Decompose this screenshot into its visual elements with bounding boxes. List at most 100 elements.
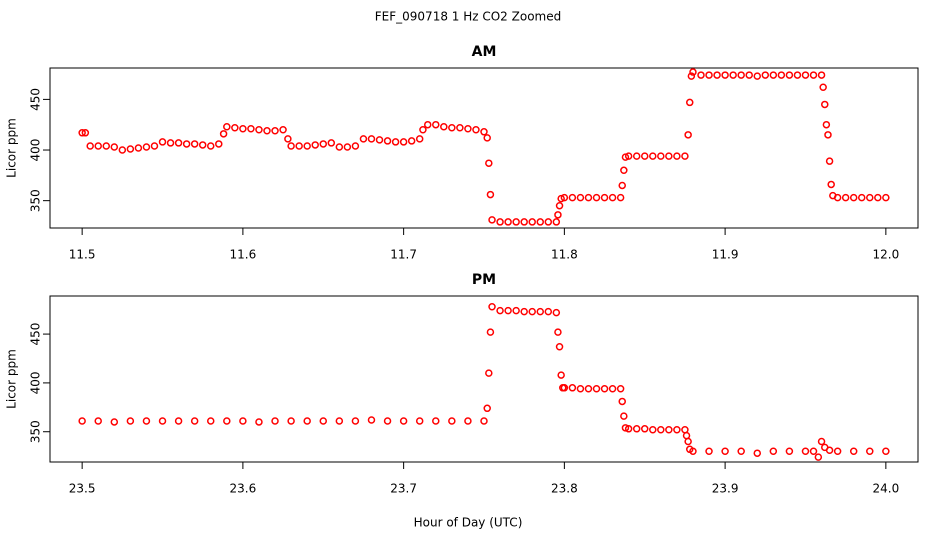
data-point: [158, 138, 167, 146]
data-point: [383, 417, 392, 425]
y-tick-label: 450: [29, 88, 43, 111]
data-point: [359, 135, 368, 143]
data-point: [512, 306, 520, 315]
data-point: [520, 307, 528, 316]
data-point: [833, 447, 842, 456]
data-point: [632, 152, 641, 160]
data-point: [456, 123, 464, 132]
y-tick-label: 350: [29, 189, 43, 212]
data-point: [182, 140, 191, 148]
data-point: [769, 71, 778, 79]
data-point: [485, 369, 493, 377]
data-point: [827, 180, 835, 189]
data-point: [621, 153, 630, 161]
data-point: [110, 143, 119, 151]
data-point: [496, 218, 504, 226]
data-point: [486, 190, 495, 199]
data-point: [415, 135, 424, 143]
data-point: [351, 142, 360, 150]
data-point: [448, 123, 456, 132]
y-tick-label: 350: [29, 420, 43, 443]
data-point: [817, 71, 826, 79]
data-point: [150, 142, 159, 150]
data-point: [557, 371, 565, 379]
data-point: [761, 71, 770, 79]
data-point: [665, 426, 673, 434]
data-point: [600, 385, 609, 393]
data-point: [255, 126, 263, 134]
data-point: [554, 211, 562, 219]
x-axis-label: Hour of Day (UTC): [414, 516, 523, 530]
y-tick-label: 400: [29, 371, 43, 394]
data-point: [118, 146, 127, 154]
data-point: [817, 437, 826, 446]
data-point: [819, 83, 827, 91]
data-point: [657, 426, 665, 434]
data-point: [78, 129, 86, 137]
data-point: [673, 152, 681, 160]
data-point: [223, 122, 231, 131]
data-point: [166, 139, 175, 147]
data-point: [608, 385, 617, 393]
data-point: [557, 194, 565, 203]
data-point: [480, 128, 488, 136]
data-point: [528, 218, 536, 226]
data-point: [464, 417, 472, 425]
data-point: [721, 447, 729, 456]
data-point: [618, 397, 626, 406]
data-point: [552, 308, 561, 317]
data-point: [620, 166, 628, 175]
y-axis-label: Licor ppm: [5, 349, 19, 409]
data-point: [391, 138, 400, 146]
data-point: [86, 142, 94, 150]
data-point: [158, 417, 167, 425]
data-point: [407, 137, 416, 145]
data-point: [231, 123, 239, 132]
data-point: [223, 417, 231, 425]
data-point: [687, 72, 696, 80]
panel-title: PM: [472, 272, 496, 288]
data-point: [94, 142, 102, 150]
x-tick-label: 23.9: [712, 482, 739, 496]
data-point: [857, 193, 866, 202]
data-point: [303, 417, 311, 425]
data-point: [821, 100, 829, 109]
x-tick-label: 23.5: [69, 482, 96, 496]
data-point: [801, 447, 810, 456]
data-point: [753, 72, 762, 80]
data-point: [769, 447, 778, 456]
data-point: [624, 152, 633, 160]
data-point: [81, 129, 90, 137]
x-tick-label: 23.8: [551, 482, 578, 496]
data-point: [472, 126, 480, 134]
data-point: [809, 71, 818, 79]
data-point: [737, 71, 745, 79]
data-point: [198, 141, 207, 149]
data-point: [440, 122, 448, 131]
data-point: [303, 142, 311, 150]
data-point: [486, 328, 495, 336]
data-point: [576, 385, 585, 393]
data-point: [215, 140, 223, 148]
data-point: [560, 193, 569, 202]
data-point: [882, 193, 890, 202]
data-point: [554, 328, 562, 336]
data-point: [608, 193, 617, 202]
plot-frame: [49, 67, 919, 229]
data-point: [600, 193, 609, 202]
data-point: [737, 447, 745, 456]
data-point: [705, 71, 713, 79]
data-point: [697, 71, 705, 79]
data-point: [713, 71, 721, 79]
data-point: [483, 404, 491, 413]
data-point: [367, 135, 376, 143]
data-point: [335, 417, 344, 425]
data-point: [126, 417, 135, 425]
data-point: [284, 135, 292, 143]
data-point: [552, 218, 561, 226]
data-point: [271, 417, 279, 425]
data-point: [576, 193, 585, 202]
data-point: [568, 384, 577, 392]
data-point: [866, 447, 874, 456]
